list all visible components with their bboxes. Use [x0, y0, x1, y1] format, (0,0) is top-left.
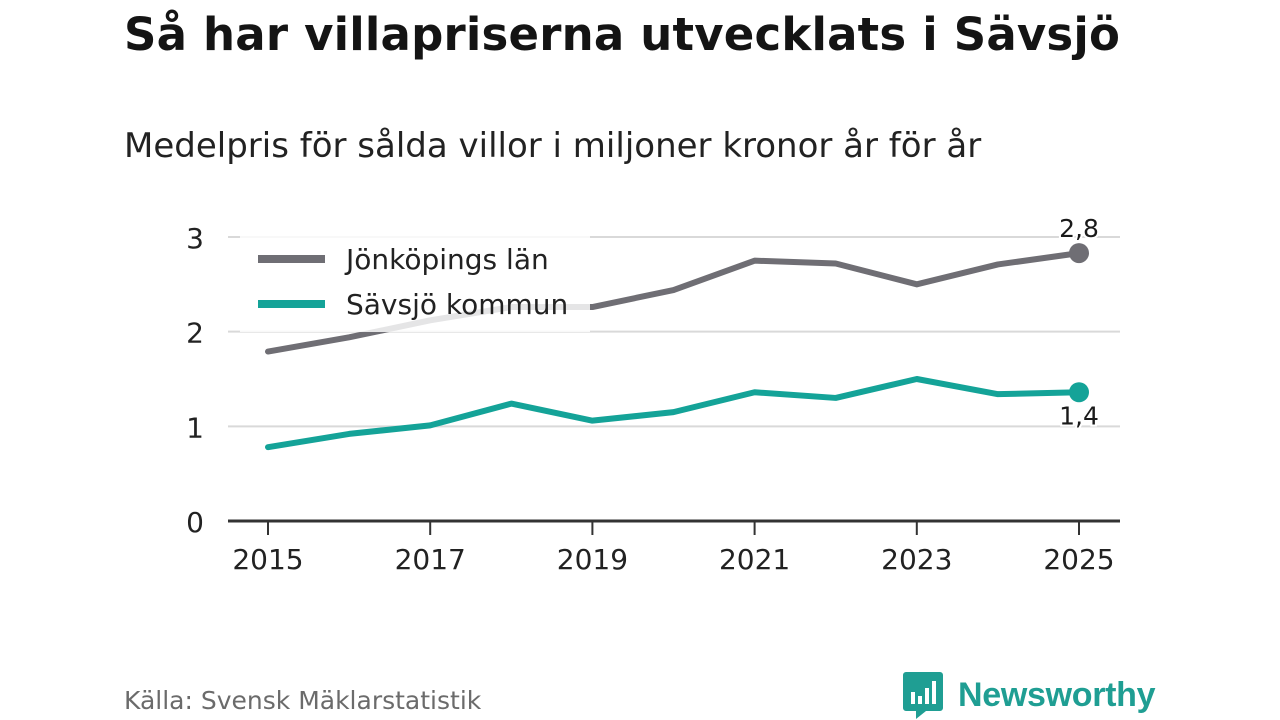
x-tick-label: 2015	[232, 543, 303, 576]
line-chart: 0 1 2 3 2015 2017 2019 2021 2023 2025 Jönköpings l…	[186, 212, 1120, 576]
chart-title: Så har villapriserna utvecklats i Sävsjö	[124, 8, 1121, 61]
x-tick-label: 2025	[1043, 543, 1114, 576]
end-label-jonkoping: 2,8	[1059, 214, 1099, 243]
y-tick-label: 1	[186, 411, 204, 444]
legend-label-jonkoping: Jönköpings län	[344, 243, 549, 276]
newsworthy-logo-icon	[903, 672, 943, 719]
x-tick-label: 2019	[557, 543, 628, 576]
end-label-savsjo: 1,4	[1059, 401, 1099, 430]
chart-subtitle: Medelpris för sålda villor i miljoner kr…	[124, 126, 982, 166]
series-line-savsjo	[265, 376, 1082, 451]
legend-background	[240, 236, 590, 332]
x-tick-label: 2017	[395, 543, 466, 576]
legend-label-savsjo: Sävsjö kommun	[346, 288, 568, 321]
brand[interactable]: Newsworthy	[902, 670, 1156, 720]
brand-name: Newsworthy	[958, 675, 1156, 714]
end-point-jonkoping	[1069, 243, 1089, 264]
x-tick-label: 2021	[719, 543, 790, 576]
x-tick-label: 2023	[881, 543, 952, 576]
y-tick-label: 3	[186, 222, 204, 255]
y-tick-label: 2	[186, 317, 204, 350]
end-point-savsjo	[1069, 382, 1089, 403]
source-note: Källa: Svensk Mäklarstatistik	[124, 686, 482, 715]
y-tick-label: 0	[186, 506, 204, 539]
